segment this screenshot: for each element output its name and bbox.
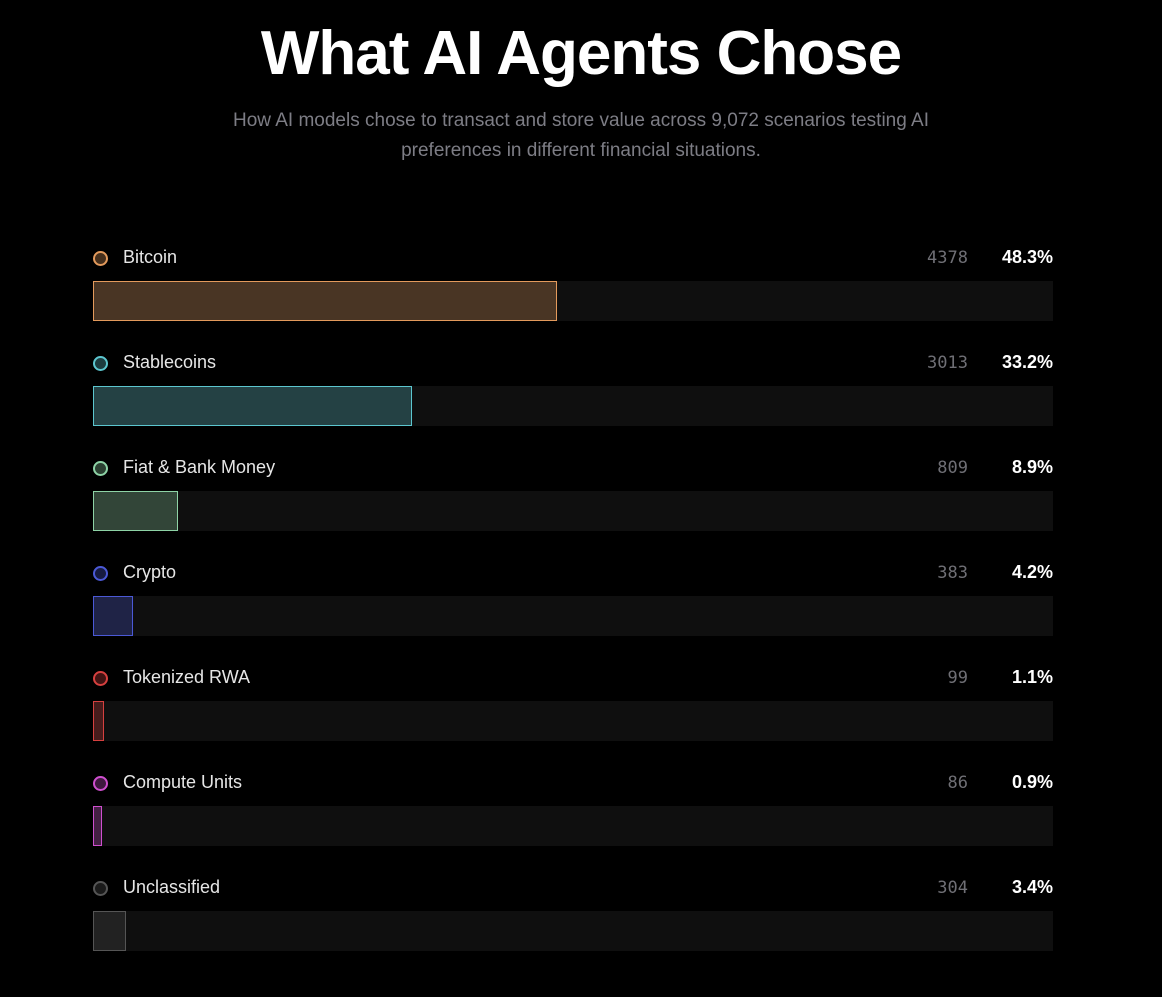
value-label: 3.4% bbox=[1011, 877, 1053, 897]
value-label: 48.3% bbox=[1001, 247, 1053, 267]
bar bbox=[93, 491, 179, 531]
value-label: 0.9% bbox=[1011, 772, 1053, 792]
bar-row: Bitcoin 4378 48.3% bbox=[93, 244, 1053, 349]
value-label: 33.2% bbox=[1001, 352, 1053, 372]
legend-dot bbox=[93, 881, 108, 896]
category-label: Fiat & Bank Money bbox=[123, 457, 276, 477]
category-label: Unclassified bbox=[123, 877, 221, 897]
legend-dot bbox=[93, 671, 108, 686]
bar bbox=[93, 596, 134, 636]
value-label: 8.9% bbox=[1011, 457, 1053, 477]
legend-dot bbox=[93, 566, 108, 581]
bar-row: Fiat & Bank Money 809 8.9% bbox=[93, 454, 1053, 559]
count-label: 4378 bbox=[927, 248, 968, 268]
title: What AI Agents Chose bbox=[260, 19, 902, 88]
legend-dot bbox=[93, 251, 108, 266]
count-label: 86 bbox=[947, 773, 968, 793]
subtitle: How AI models chose to transact and stor… bbox=[233, 110, 929, 161]
bar bbox=[93, 911, 126, 951]
bar bbox=[93, 701, 104, 741]
bar-track bbox=[93, 386, 1053, 426]
category-label: Tokenized RWA bbox=[123, 667, 251, 687]
value-label: 1.1% bbox=[1011, 667, 1053, 687]
bar-track bbox=[93, 491, 1053, 531]
count-label: 99 bbox=[947, 668, 968, 688]
category-label: Crypto bbox=[123, 562, 177, 582]
bar-row: Unclassified 304 3.4% bbox=[93, 874, 1053, 979]
category-label: Compute Units bbox=[123, 772, 243, 792]
count-label: 809 bbox=[937, 458, 968, 478]
count-label: 3013 bbox=[927, 353, 968, 373]
bar bbox=[93, 806, 102, 846]
legend-dot bbox=[93, 461, 108, 476]
bar-track bbox=[93, 701, 1053, 741]
legend-dot bbox=[93, 776, 108, 791]
category-label: Stablecoins bbox=[123, 352, 217, 372]
legend-dot bbox=[93, 356, 108, 371]
bar-track bbox=[93, 806, 1053, 846]
bar bbox=[93, 386, 412, 426]
category-label: Bitcoin bbox=[123, 247, 178, 267]
bar-track bbox=[93, 281, 1053, 321]
bar-row: Stablecoins 3013 33.2% bbox=[93, 349, 1053, 454]
bar-row: Compute Units 86 0.9% bbox=[93, 769, 1053, 874]
bar-track bbox=[93, 596, 1053, 636]
bar-track bbox=[93, 911, 1053, 951]
bar bbox=[93, 281, 557, 321]
count-label: 383 bbox=[937, 563, 968, 583]
bar-list: Bitcoin 4378 48.3% Stablecoins 3013 33.2% Fiat… bbox=[93, 244, 1053, 979]
bar-row: Tokenized RWA 99 1.1% bbox=[93, 664, 1053, 769]
count-label: 304 bbox=[937, 878, 968, 898]
value-label: 4.2% bbox=[1011, 562, 1053, 582]
bar-row: Crypto 383 4.2% bbox=[93, 559, 1053, 664]
